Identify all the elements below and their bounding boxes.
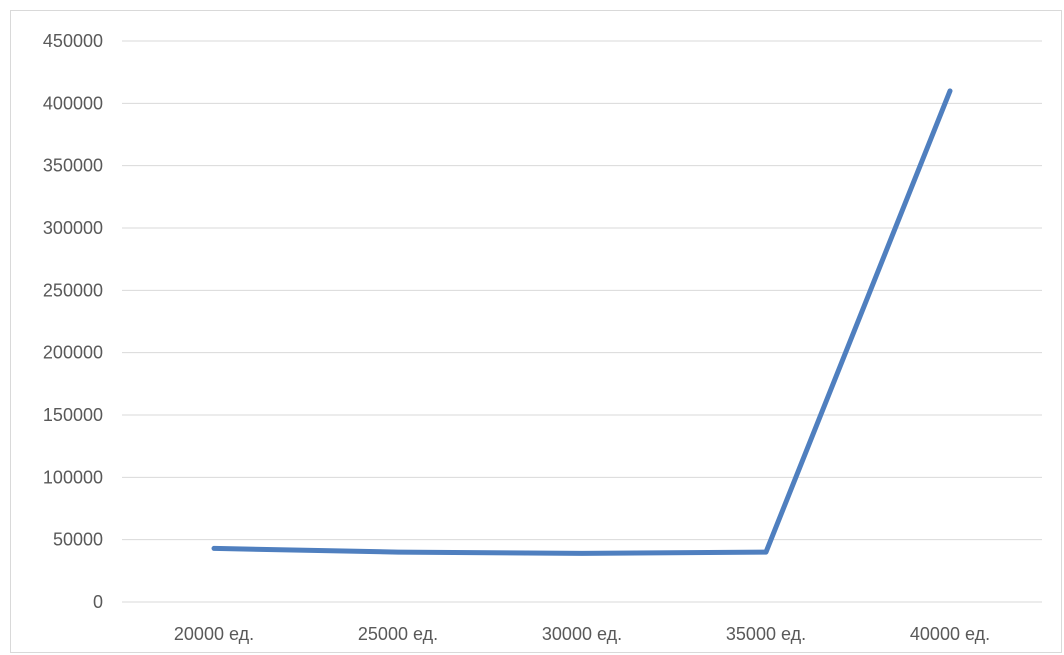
y-tick-label: 250000	[43, 280, 103, 300]
data-point	[765, 551, 767, 553]
data-point	[213, 547, 215, 549]
x-axis: 20000 ед. 25000 ед. 30000 ед. 35000 ед. 4000…	[174, 624, 990, 644]
x-tick-label: 35000 ед.	[726, 624, 806, 644]
data-point	[581, 552, 583, 554]
y-tick-label: 100000	[43, 467, 103, 487]
y-tick-label: 0	[93, 592, 103, 612]
x-tick-label: 40000 ед.	[910, 624, 990, 644]
y-tick-label: 350000	[43, 156, 103, 176]
y-tick-label: 450000	[43, 31, 103, 51]
x-tick-label: 30000 ед.	[542, 624, 622, 644]
series-line	[211, 88, 953, 556]
data-point	[397, 551, 399, 553]
y-tick-label: 400000	[43, 93, 103, 113]
data-point	[949, 90, 951, 92]
x-tick-label: 20000 ед.	[174, 624, 254, 644]
x-tick-label: 25000 ед.	[358, 624, 438, 644]
y-tick-label: 150000	[43, 405, 103, 425]
grid-lines	[122, 40, 1042, 603]
y-tick-label: 300000	[43, 218, 103, 238]
plot-series	[211, 88, 953, 556]
y-tick-label: 200000	[43, 343, 103, 363]
y-tick-label: 50000	[53, 530, 103, 550]
chart-area	[10, 10, 1062, 653]
y-axis: 0 50000 100000 150000 200000 250000 300000 3500…	[43, 31, 103, 612]
